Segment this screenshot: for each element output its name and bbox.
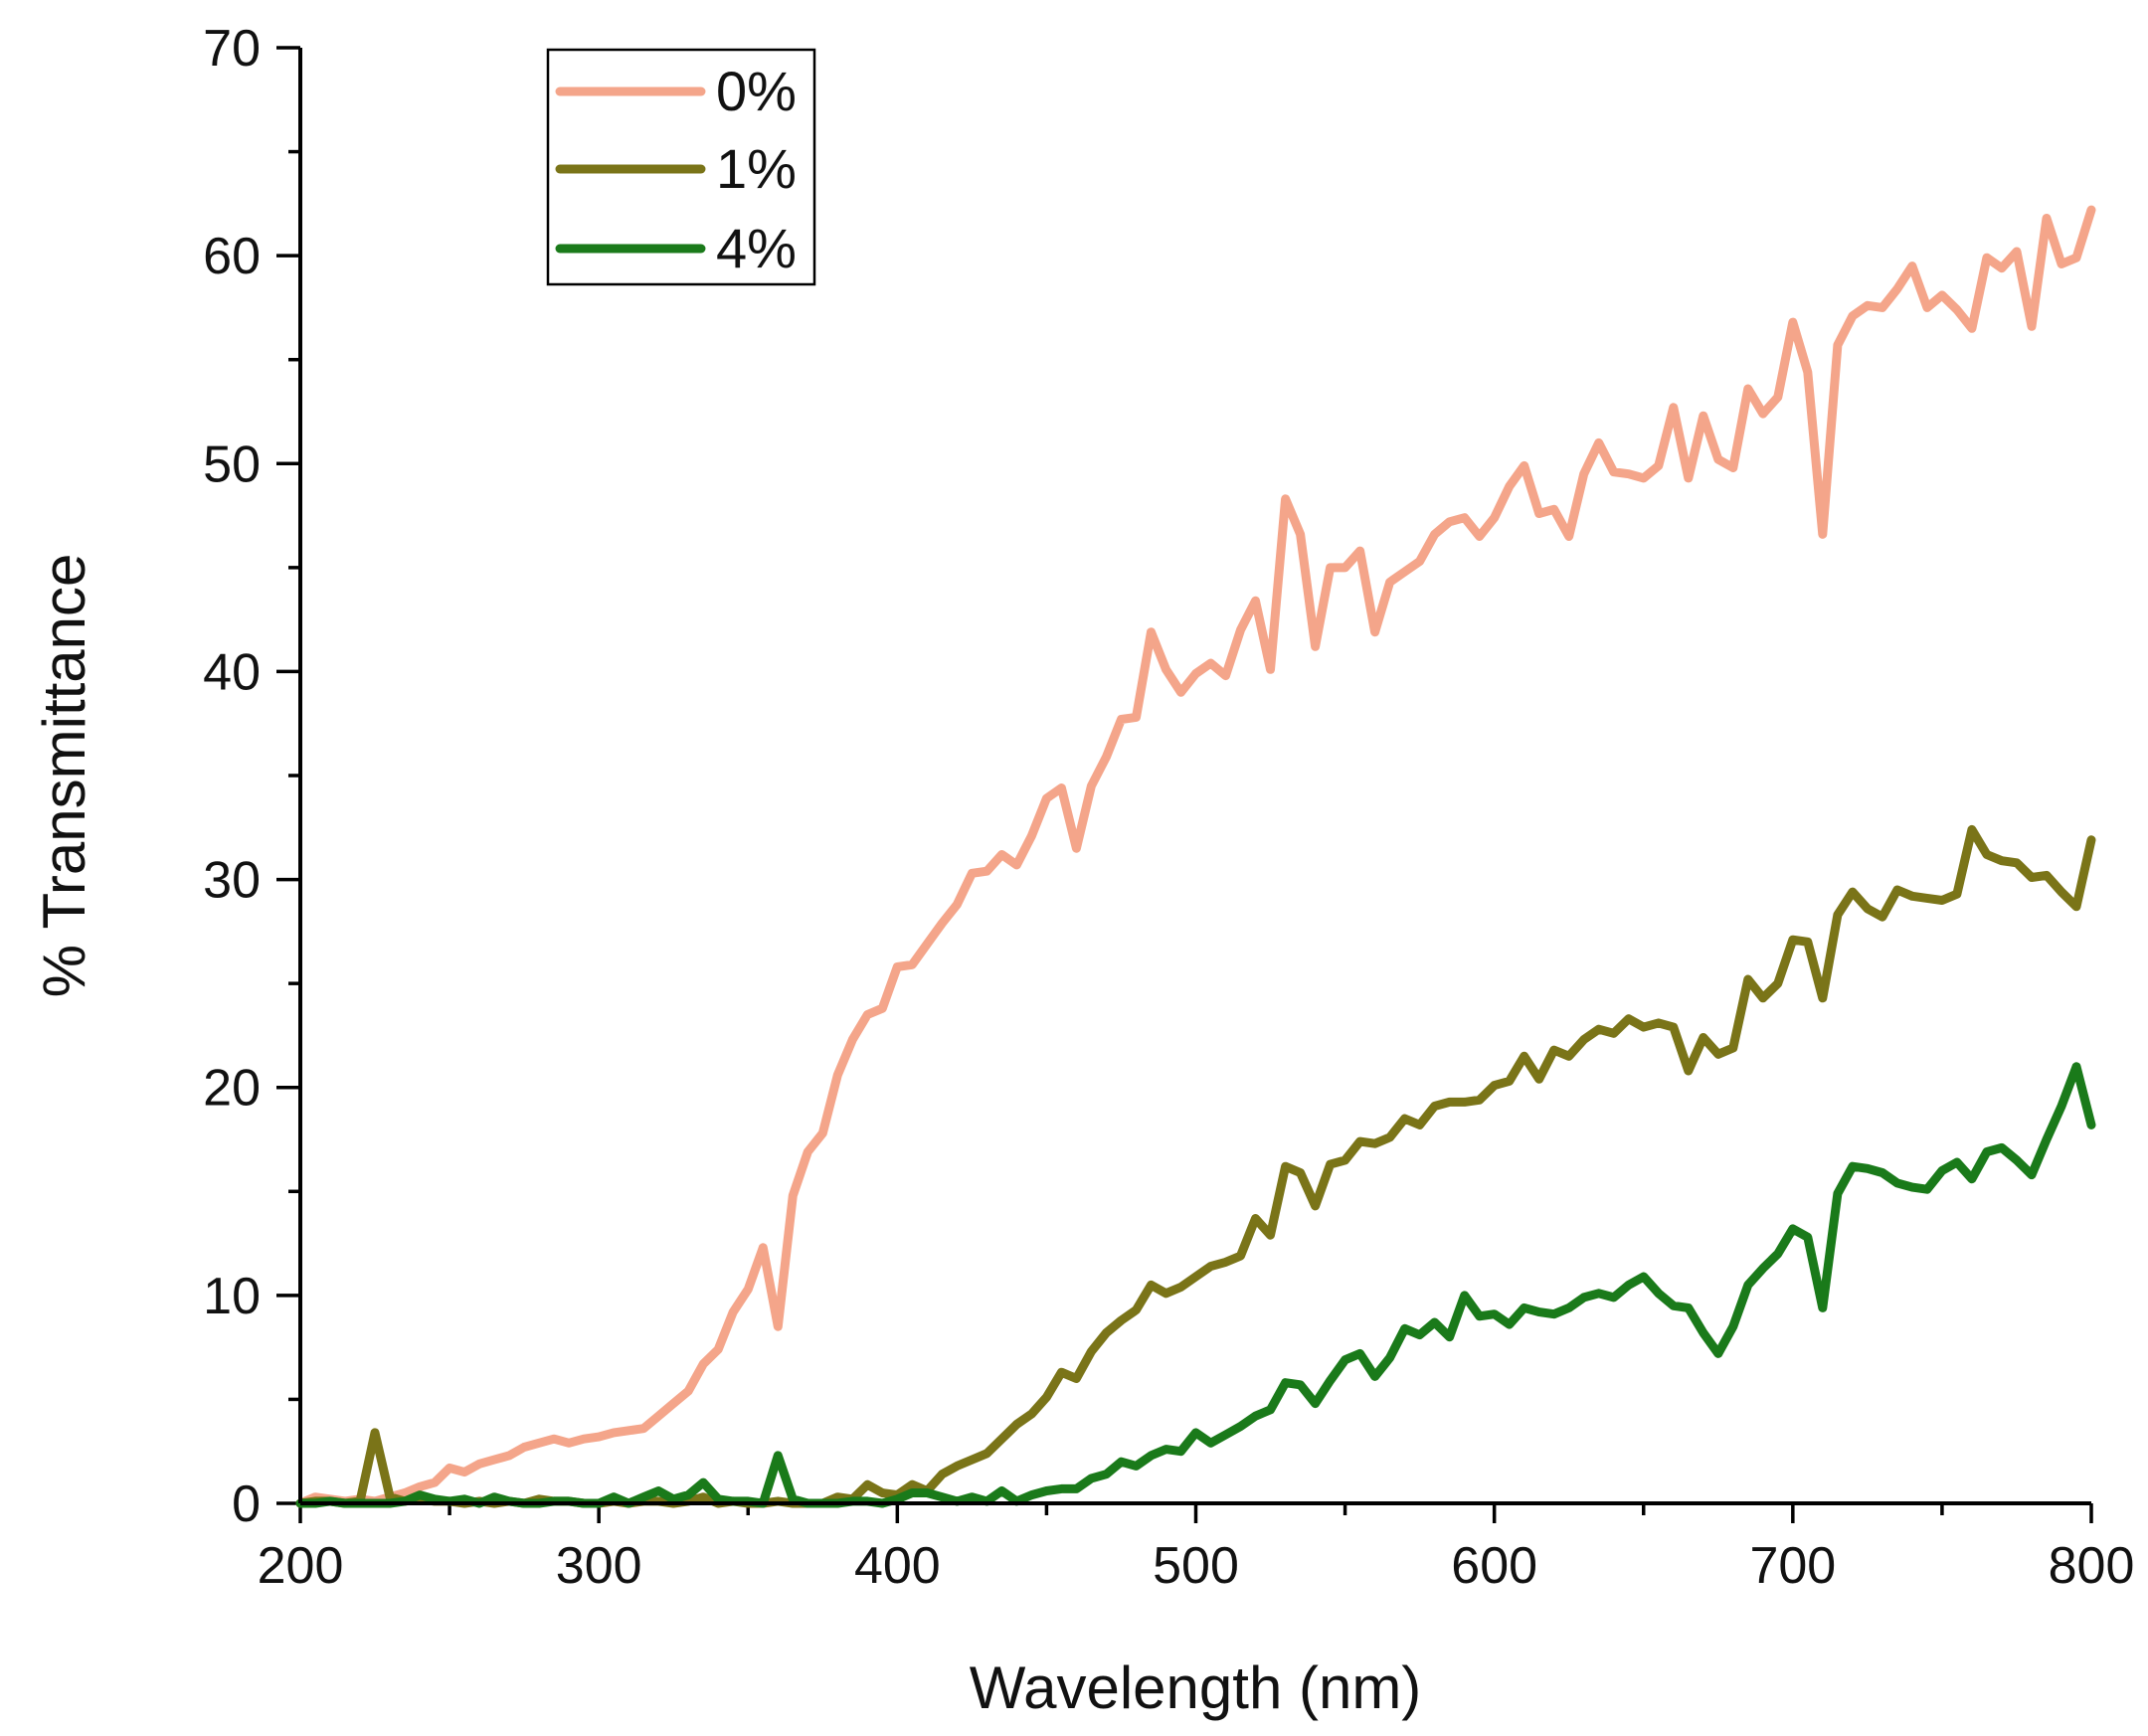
x-tick-label: 600 (1451, 1537, 1537, 1595)
x-tick-label: 300 (556, 1537, 642, 1595)
y-tick-label: 50 (203, 435, 261, 493)
legend-label-2: 4% (716, 217, 797, 279)
y-axis-ticks: 0 10 20 30 40 50 60 70 (203, 20, 300, 1533)
legend-label-1: 1% (716, 137, 797, 200)
series-line-1 (295, 824, 2096, 1508)
legend-label-0: 0% (716, 60, 797, 122)
x-tick-label: 400 (854, 1537, 941, 1595)
x-tick-label: 700 (1749, 1537, 1836, 1595)
x-tick-label: 500 (1153, 1537, 1239, 1595)
series-layer (295, 205, 2096, 1508)
y-tick-label: 20 (203, 1060, 261, 1118)
y-axis-title: % Transmittance (31, 554, 97, 998)
y-tick-label: 40 (203, 643, 261, 701)
legend: 0% 1% 4% (546, 48, 816, 286)
y-tick-label: 10 (203, 1268, 261, 1325)
series-line-0 (295, 205, 2096, 1508)
x-axis-title: Wavelength (nm) (970, 1654, 1422, 1721)
y-tick-label: 30 (203, 852, 261, 910)
series-line-2 (295, 1062, 2096, 1508)
y-tick-label: 0 (232, 1476, 261, 1533)
y-tick-label: 70 (203, 20, 261, 78)
x-tick-label: 800 (2049, 1537, 2135, 1595)
y-tick-label: 60 (203, 228, 261, 285)
x-axis-ticks: 200 300 400 500 600 700 800 (258, 1503, 2135, 1595)
x-tick-label: 200 (258, 1537, 344, 1595)
